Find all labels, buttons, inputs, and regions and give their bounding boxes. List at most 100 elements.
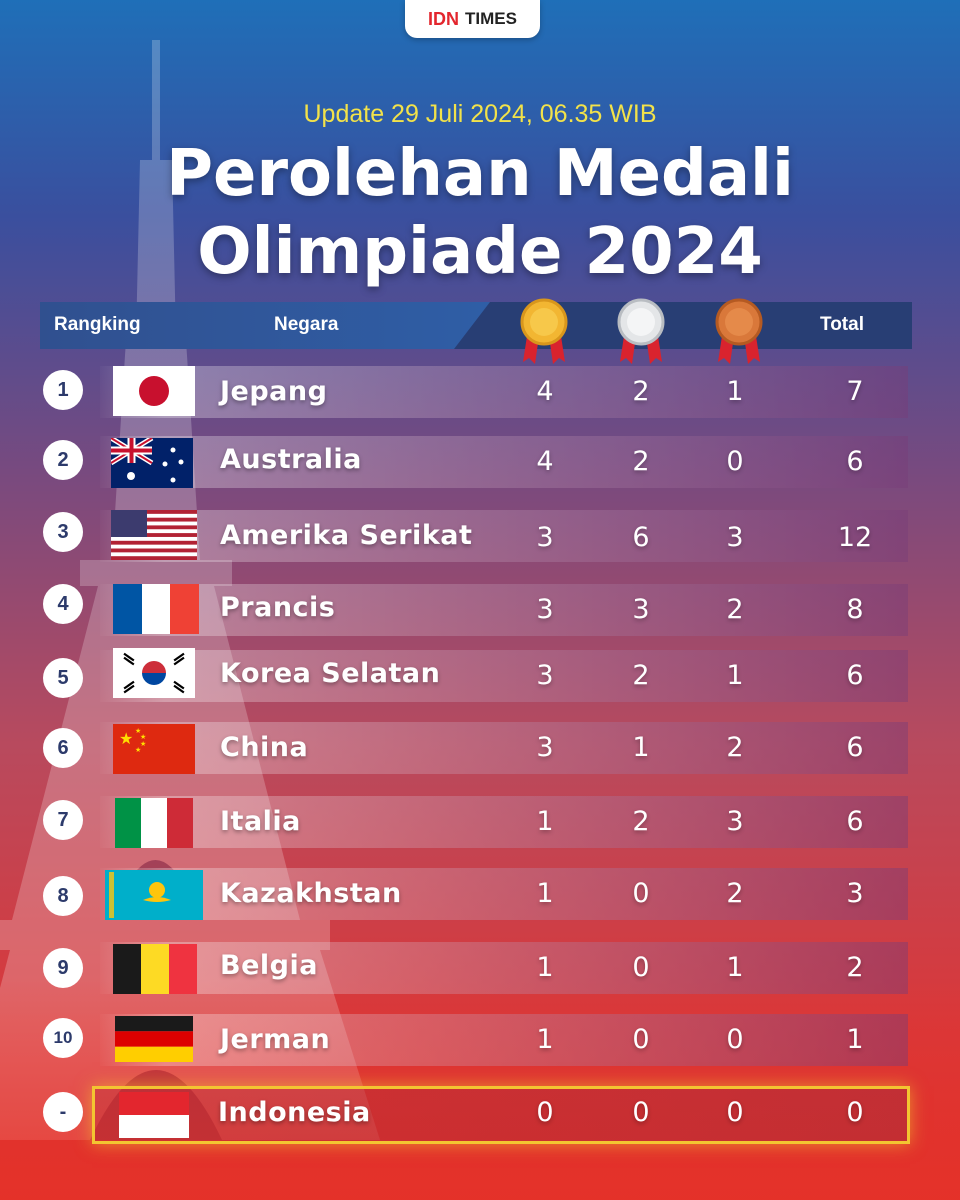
gold-count: 1 [536, 952, 554, 983]
table-row [100, 868, 908, 920]
table-row [100, 942, 908, 994]
country-name: Korea Selatan [220, 658, 441, 689]
logo-idn: IDN [428, 8, 460, 29]
header-country: Negara [274, 314, 339, 335]
silver-count: 0 [632, 1097, 650, 1128]
gold-count: 1 [536, 806, 554, 837]
total-count: 12 [837, 522, 873, 553]
bronze-count: 1 [726, 376, 744, 407]
belgium-flag [113, 944, 197, 994]
idn-times-logo: IDN TIMES [405, 0, 540, 38]
germany-flag [115, 1016, 193, 1062]
country-name: China [220, 732, 309, 763]
total-count: 8 [846, 594, 864, 625]
svg-text:★: ★ [140, 740, 146, 748]
silver-count: 1 [632, 732, 650, 763]
table-row [100, 436, 908, 488]
update-timestamp: Update 29 Juli 2024, 06.35 WIB [303, 100, 657, 128]
gold-count: 3 [536, 594, 554, 625]
rank-badge: 7 [43, 800, 83, 840]
japan-flag [113, 366, 195, 416]
bronze-count: 3 [726, 522, 744, 553]
usa-flag [111, 510, 197, 560]
title-line-2: Olimpiade 2024 [197, 215, 763, 289]
total-count: 6 [846, 806, 864, 837]
bronze-count: 2 [726, 732, 744, 763]
rank-badge: 10 [43, 1018, 83, 1058]
silver-count: 0 [632, 878, 650, 909]
bronze-medal-icon [715, 298, 763, 364]
bronze-count: 2 [726, 594, 744, 625]
table-row [100, 366, 908, 418]
south-korea-flag [113, 648, 195, 698]
total-count: 1 [846, 1024, 864, 1055]
table-row [100, 1014, 908, 1066]
silver-count: 0 [632, 952, 650, 983]
australia-flag [111, 438, 193, 488]
silver-count: 2 [632, 806, 650, 837]
rank-badge: 2 [43, 440, 83, 480]
table-row [100, 722, 908, 774]
total-count: 3 [846, 878, 864, 909]
gold-count: 1 [536, 878, 554, 909]
bronze-count: 0 [726, 446, 744, 477]
gold-medal-icon [520, 298, 568, 364]
rank-badge: 3 [43, 512, 83, 552]
total-count: 2 [846, 952, 864, 983]
bronze-count: 2 [726, 878, 744, 909]
logo-times: TIMES [465, 9, 517, 28]
header-accent [40, 302, 490, 349]
kazakhstan-flag [105, 870, 203, 920]
silver-count: 3 [632, 594, 650, 625]
silver-count: 6 [632, 522, 650, 553]
bronze-count: 3 [726, 806, 744, 837]
header-rank: Rangking [54, 314, 141, 335]
silver-count: 2 [632, 660, 650, 691]
country-name: Indonesia [218, 1097, 371, 1128]
svg-text:★: ★ [119, 729, 133, 748]
gold-count: 0 [536, 1097, 554, 1128]
country-name: Jepang [220, 376, 328, 407]
rank-badge: 6 [43, 728, 83, 768]
total-count: 7 [846, 376, 864, 407]
gold-count: 4 [536, 446, 554, 477]
rank-badge: 5 [43, 658, 83, 698]
total-count: 6 [846, 660, 864, 691]
china-flag: ★ ★ ★ ★ ★ [113, 724, 195, 774]
total-count: 6 [846, 446, 864, 477]
rank-badge: 4 [43, 584, 83, 624]
title-line-1: Perolehan Medali [166, 137, 794, 211]
country-name: Prancis [220, 592, 336, 623]
rank-badge: 9 [43, 948, 83, 988]
country-name: Amerika Serikat [220, 520, 473, 551]
france-flag [113, 584, 199, 634]
svg-text:★: ★ [135, 727, 141, 735]
indonesia-flag [119, 1092, 189, 1138]
gold-count: 4 [536, 376, 554, 407]
gold-count: 1 [536, 1024, 554, 1055]
country-name: Belgia [220, 950, 318, 981]
rank-badge: 8 [43, 876, 83, 916]
table-header: Rangking Negara Total [40, 302, 912, 349]
country-name: Jerman [220, 1024, 331, 1055]
table-row [100, 796, 908, 848]
silver-count: 0 [632, 1024, 650, 1055]
bronze-count: 1 [726, 660, 744, 691]
table-row [100, 584, 908, 636]
bronze-count: 0 [726, 1097, 744, 1128]
bronze-count: 1 [726, 952, 744, 983]
country-name: Australia [220, 444, 362, 475]
country-name: Kazakhstan [220, 878, 402, 909]
silver-medal-icon [617, 298, 665, 364]
italy-flag [115, 798, 193, 848]
svg-text:★: ★ [135, 746, 141, 754]
total-count: 6 [846, 732, 864, 763]
total-count: 0 [846, 1097, 864, 1128]
header-total: Total [820, 314, 864, 335]
svg-text:★: ★ [140, 733, 146, 741]
gold-count: 3 [536, 660, 554, 691]
gold-count: 3 [536, 732, 554, 763]
table-row [100, 510, 908, 562]
rank-badge: 1 [43, 370, 83, 410]
silver-count: 2 [632, 376, 650, 407]
